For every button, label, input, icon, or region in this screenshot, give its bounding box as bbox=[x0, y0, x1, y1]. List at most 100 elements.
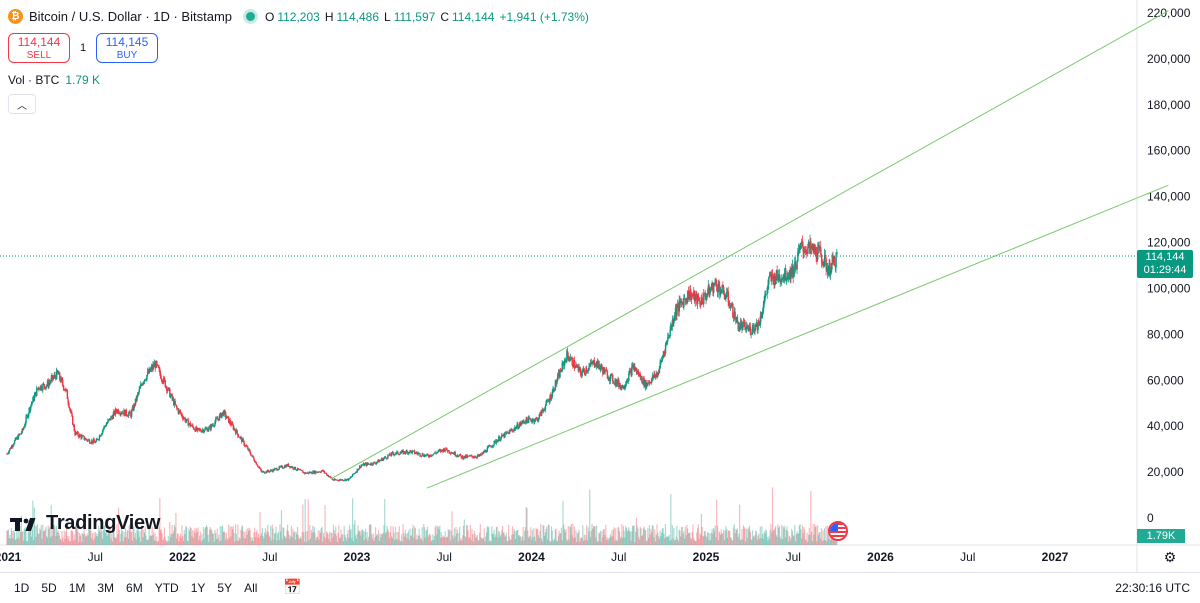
candle-body bbox=[835, 254, 837, 268]
range-button-all[interactable]: All bbox=[244, 581, 258, 595]
volume-bar bbox=[605, 524, 607, 545]
candle-body bbox=[336, 479, 339, 481]
volume-bar bbox=[201, 534, 203, 545]
volume-bar bbox=[346, 533, 348, 545]
volume-bar bbox=[85, 535, 88, 545]
candle-body bbox=[133, 404, 135, 411]
range-button-1y[interactable]: 1Y bbox=[190, 581, 206, 595]
candle-body bbox=[93, 439, 95, 442]
volume-bar bbox=[431, 539, 433, 545]
candle-body bbox=[6, 453, 8, 455]
volume-bar bbox=[517, 530, 519, 545]
volume-bar bbox=[229, 526, 231, 545]
range-button-ytd[interactable]: YTD bbox=[154, 581, 179, 595]
volume-bar bbox=[174, 527, 176, 545]
candle-body bbox=[645, 382, 648, 389]
candle-body bbox=[136, 395, 138, 401]
channel-line-upper[interactable] bbox=[330, 10, 1169, 480]
volume-bar bbox=[570, 527, 572, 545]
volume-bar bbox=[573, 538, 575, 545]
volume-bar bbox=[785, 529, 787, 545]
volume-bar bbox=[822, 530, 824, 545]
volume-bar bbox=[823, 539, 825, 545]
range-button-5d[interactable]: 5D bbox=[41, 581, 57, 595]
candle-body bbox=[557, 372, 560, 376]
sell-button[interactable]: 114,144 SELL bbox=[8, 33, 70, 63]
price-chart[interactable]: 220,000200,000180,000160,000140,000120,0… bbox=[0, 0, 1200, 572]
volume-bar bbox=[469, 537, 471, 545]
range-button-5y[interactable]: 5Y bbox=[217, 581, 233, 595]
volume-bar bbox=[793, 536, 795, 545]
volume-bar bbox=[120, 528, 123, 545]
volume-bar bbox=[594, 525, 596, 545]
volume-bar bbox=[111, 541, 114, 545]
volume-bar bbox=[46, 536, 48, 545]
volume-bar bbox=[805, 539, 807, 545]
candle-body bbox=[687, 290, 690, 300]
candle-body bbox=[811, 244, 814, 247]
candle-body bbox=[547, 400, 549, 402]
candle-body bbox=[398, 454, 401, 456]
volume-bar bbox=[318, 539, 320, 545]
candle-body bbox=[104, 426, 107, 427]
volume-bar bbox=[452, 538, 455, 545]
volume-bar bbox=[638, 539, 641, 545]
candle-body bbox=[794, 261, 797, 268]
volume-bar bbox=[316, 537, 318, 545]
candle-body bbox=[745, 326, 748, 329]
volume-bar bbox=[551, 530, 553, 545]
range-button-3m[interactable]: 3M bbox=[97, 581, 115, 595]
symbol-title[interactable]: Bitcoin / U.S. Dollar · 1D · Bitstamp bbox=[29, 9, 232, 24]
range-button-6m[interactable]: 6M bbox=[126, 581, 143, 595]
candle-body bbox=[560, 370, 563, 372]
utc-clock[interactable]: 22:30:16 UTC bbox=[1115, 581, 1190, 595]
buy-button[interactable]: 114,145 BUY bbox=[96, 33, 158, 63]
candle-body bbox=[374, 462, 376, 464]
tradingview-logo-icon bbox=[10, 517, 36, 531]
volume-bar bbox=[273, 539, 275, 545]
volume-bar bbox=[491, 526, 493, 545]
candle-body bbox=[696, 293, 698, 305]
volume-bar bbox=[774, 528, 776, 545]
candle-body bbox=[203, 430, 206, 433]
volume-bar bbox=[280, 531, 282, 545]
volume-bar bbox=[49, 526, 51, 545]
candle-body bbox=[179, 410, 181, 412]
volume-legend[interactable]: Vol · BTC 1.79 K bbox=[8, 73, 100, 87]
range-button-1m[interactable]: 1M bbox=[68, 581, 86, 595]
close-value: 114,144 bbox=[451, 9, 495, 24]
candle-body bbox=[534, 418, 537, 421]
candle-body bbox=[545, 401, 547, 406]
candle-body bbox=[618, 385, 621, 387]
calendar-icon[interactable]: 📅 bbox=[283, 579, 303, 596]
volume-bar bbox=[204, 528, 206, 545]
candle-body bbox=[482, 451, 485, 454]
gear-icon[interactable]: ⚙ bbox=[1163, 549, 1177, 565]
volume-bar bbox=[635, 517, 637, 545]
volume-bar bbox=[402, 524, 404, 545]
candle-body bbox=[400, 450, 403, 453]
volume-bar bbox=[573, 526, 576, 545]
candle-body bbox=[364, 463, 366, 466]
range-button-1d[interactable]: 1D bbox=[14, 581, 30, 595]
tradingview-logo[interactable]: TradingView bbox=[10, 512, 160, 535]
candle-body bbox=[689, 289, 691, 296]
volume-bar bbox=[711, 528, 713, 545]
candle-body bbox=[31, 401, 33, 404]
candle-body bbox=[86, 439, 88, 441]
candle-body bbox=[749, 326, 752, 335]
candle-body bbox=[65, 389, 67, 391]
candle-body bbox=[643, 378, 645, 387]
channel-line-lower[interactable] bbox=[426, 184, 1169, 489]
volume-bar bbox=[615, 528, 617, 545]
us-flag-event-icon[interactable] bbox=[828, 521, 848, 541]
volume-bar bbox=[6, 530, 8, 545]
collapse-legend-button[interactable]: ︿ bbox=[8, 94, 36, 114]
candle-body bbox=[91, 440, 93, 443]
candle-body bbox=[591, 363, 593, 365]
volume-bar bbox=[15, 538, 17, 545]
candle-body bbox=[646, 382, 648, 385]
candle-body bbox=[716, 290, 719, 293]
candle-body bbox=[605, 370, 608, 372]
volume-bar bbox=[621, 524, 623, 545]
